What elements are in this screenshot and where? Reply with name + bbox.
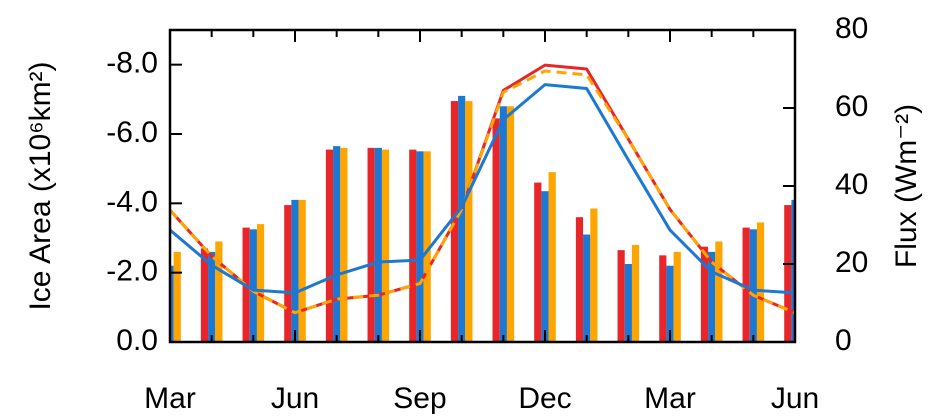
bar (548, 172, 556, 342)
bar (666, 265, 674, 342)
bar (756, 222, 765, 342)
bar (249, 229, 257, 342)
y-tick-label: -4.0 (106, 185, 158, 218)
y-tick-label: -2.0 (106, 255, 158, 288)
bar (458, 95, 466, 342)
bar (291, 199, 299, 342)
bar (534, 182, 542, 342)
bar (541, 191, 549, 342)
y2-tick-label: 40 (835, 168, 868, 201)
bar (215, 241, 223, 342)
bar (256, 224, 265, 342)
bar (284, 205, 292, 342)
bar (700, 246, 709, 342)
y2-tick-label: 80 (835, 12, 868, 45)
bars (170, 95, 795, 342)
flux-line (170, 83, 795, 295)
bar (715, 241, 723, 342)
bar (325, 149, 334, 342)
bar (465, 101, 473, 342)
bar (673, 251, 681, 342)
bar (381, 149, 390, 342)
y2-tick-label: 20 (835, 246, 868, 279)
x-tick-label: Jun (771, 382, 819, 415)
bar (708, 251, 716, 342)
y-tick-label: 0.0 (116, 324, 158, 357)
x-tick-label: Mar (144, 382, 196, 415)
y-tick-label: -6.0 (106, 116, 158, 149)
lines (170, 63, 795, 315)
bar (784, 205, 792, 342)
bar (624, 264, 632, 342)
bar (423, 151, 431, 342)
x-tick-label: Dec (518, 382, 571, 415)
bar (298, 199, 306, 342)
bar (742, 227, 750, 342)
bar (340, 147, 348, 342)
bar (208, 251, 216, 342)
bar (374, 147, 382, 342)
bar (492, 118, 500, 342)
bar (367, 147, 375, 342)
bar (575, 217, 584, 342)
bar (749, 229, 757, 342)
bar (791, 199, 795, 342)
bar (416, 151, 424, 342)
bar (583, 234, 591, 342)
y-tick-label: -8.0 (106, 47, 158, 80)
x-tick-label: Jun (271, 382, 319, 415)
flux-line (170, 69, 795, 315)
y2-tick-label: 60 (835, 90, 868, 123)
y2-tick-label: 0 (835, 324, 852, 357)
bar (659, 255, 667, 342)
bar (631, 244, 640, 342)
bar (617, 250, 625, 342)
bar (333, 146, 341, 342)
bar (409, 149, 417, 342)
bar (590, 208, 598, 342)
x-tick-label: Sep (393, 382, 446, 415)
bar (173, 251, 181, 342)
x-tick-label: Mar (644, 382, 696, 415)
bar (506, 106, 515, 342)
bar (499, 106, 507, 342)
bar (170, 265, 174, 342)
bar (200, 248, 209, 342)
y-axis-title: Ice Area (x10⁶km²) (24, 61, 57, 310)
y2-axis-title: Flux (Wm⁻²) (890, 104, 923, 268)
